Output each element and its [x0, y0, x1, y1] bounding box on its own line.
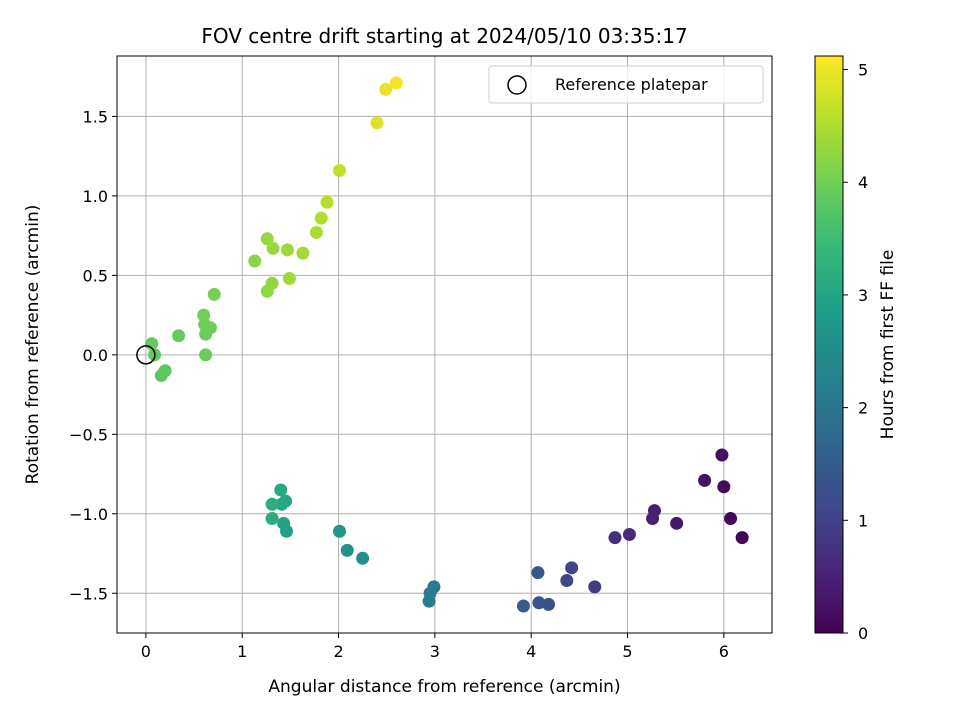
- y-axis-label: Rotation from reference (arcmin): [23, 205, 43, 485]
- data-point: [265, 497, 279, 511]
- data-point: [197, 308, 211, 322]
- chart-title: FOV centre drift starting at 2024/05/10 …: [201, 24, 687, 48]
- x-tick-label: 5: [622, 642, 632, 661]
- data-point: [277, 516, 291, 530]
- reference-platepar-marker: [136, 345, 156, 365]
- data-point: [314, 211, 328, 225]
- legend-marker-icon: [507, 75, 527, 95]
- data-point: [207, 287, 221, 301]
- plot-area: [117, 56, 772, 633]
- y-tick-label: −1.0: [69, 505, 108, 524]
- data-point: [154, 368, 168, 382]
- y-tick-label: 0.5: [83, 266, 108, 285]
- legend-box: [488, 65, 764, 104]
- data-point: [622, 527, 636, 541]
- colorbar-tick-label: 2: [858, 399, 868, 418]
- grid: [117, 56, 772, 633]
- data-point: [588, 580, 602, 594]
- legend-label: Reference platepar: [555, 75, 708, 94]
- data-point: [608, 531, 622, 545]
- data-point: [265, 276, 279, 290]
- data-point: [265, 512, 279, 526]
- colorbar-label: Hours from first FF file: [878, 250, 898, 440]
- data-point: [532, 596, 546, 610]
- data-point: [379, 82, 393, 96]
- data-point: [280, 243, 294, 257]
- legend: Reference platepar: [488, 65, 764, 104]
- data-point: [340, 543, 354, 557]
- data-point: [320, 195, 334, 209]
- data-point: [422, 594, 436, 608]
- colorbar-tick-label: 1: [858, 511, 868, 530]
- data-point: [560, 574, 574, 588]
- data-point: [260, 232, 274, 246]
- data-point: [275, 497, 289, 511]
- data-point: [516, 599, 530, 613]
- data-point: [698, 473, 712, 487]
- data-point: [670, 516, 684, 530]
- data-point: [715, 448, 729, 462]
- data-point: [145, 337, 159, 351]
- data-point: [266, 241, 280, 255]
- data-point: [282, 272, 296, 286]
- data-point: [199, 348, 213, 362]
- x-tick-label: 3: [430, 642, 440, 661]
- data-point: [389, 76, 403, 90]
- plot-frame: [116, 55, 773, 634]
- colorbar-tick-label: 3: [858, 286, 868, 305]
- data-point: [565, 561, 579, 575]
- data-point: [198, 318, 212, 332]
- x-tick-label: 0: [141, 642, 151, 661]
- data-point: [172, 329, 186, 343]
- data-point: [735, 531, 749, 545]
- colorbar-tick-label: 0: [858, 624, 868, 643]
- data-point: [309, 225, 323, 239]
- data-point: [274, 483, 288, 497]
- colorbar-tick-label: 5: [858, 61, 868, 80]
- data-point: [296, 246, 310, 260]
- data-point: [333, 524, 347, 538]
- x-axis-label: Angular distance from reference (arcmin): [268, 677, 620, 697]
- y-axis-ticks: −1.5 −1.0 −0.5 0.0 0.5 1.0 1.5: [69, 107, 117, 603]
- data-point: [531, 566, 545, 580]
- scatter-points: [145, 76, 749, 613]
- y-tick-label: 0.0: [83, 346, 108, 365]
- x-tick-label: 1: [237, 642, 247, 661]
- y-tick-label: −1.5: [69, 584, 108, 603]
- colorbar-ticks: 0 1 2 3 4 5: [843, 61, 868, 643]
- data-point: [646, 512, 660, 526]
- colorbar-tick-label: 4: [858, 173, 868, 192]
- data-point: [724, 512, 738, 526]
- y-tick-label: 1.0: [83, 187, 108, 206]
- data-point: [542, 597, 556, 611]
- y-tick-label: −0.5: [69, 425, 108, 444]
- y-tick-label: 1.5: [83, 107, 108, 126]
- data-point: [333, 163, 347, 177]
- data-point: [248, 254, 262, 268]
- x-tick-label: 6: [719, 642, 729, 661]
- colorbar: [814, 55, 844, 634]
- x-tick-label: 4: [526, 642, 536, 661]
- x-tick-label: 2: [333, 642, 343, 661]
- reference-marker-layer: [136, 345, 156, 365]
- data-point: [717, 480, 731, 494]
- x-axis-ticks: 0 1 2 3 4 5 6: [141, 633, 729, 661]
- data-point: [356, 551, 370, 565]
- data-point: [370, 116, 384, 130]
